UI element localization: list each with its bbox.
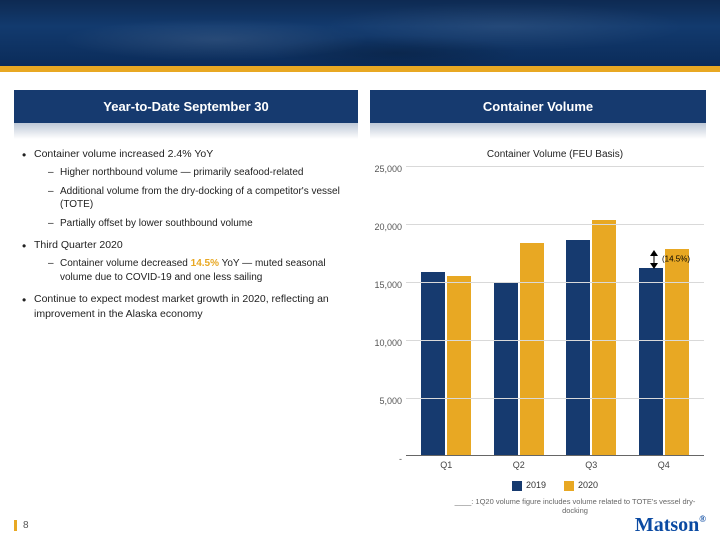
bullet-list: Container volume increased 2.4% YoYHighe… [14, 147, 358, 321]
sub-list: Higher northbound volume — primarily sea… [34, 166, 352, 230]
bar-group [416, 272, 476, 455]
bullet-item: Third Quarter 2020Container volume decre… [20, 238, 352, 284]
sub-item: Higher northbound volume — primarily sea… [46, 166, 352, 180]
swatch-gold [564, 481, 574, 491]
bar [665, 249, 689, 455]
y-tick-label: - [370, 454, 402, 464]
legend: 2019 2020 [406, 480, 704, 491]
y-tick-label: 5,000 [370, 396, 402, 406]
bar [494, 282, 518, 455]
right-header-reflection [370, 123, 706, 139]
left-header-reflection [14, 123, 358, 139]
y-tick-label: 20,000 [370, 222, 402, 232]
chart-title: Container Volume (FEU Basis) [406, 149, 704, 160]
sub-item: Partially offset by lower southbound vol… [46, 217, 352, 231]
legend-item-2020: 2020 [564, 480, 598, 491]
left-column: Year-to-Date September 30 Container volu… [14, 90, 358, 516]
category-label: Q2 [489, 460, 549, 470]
category-label: Q3 [561, 460, 621, 470]
footer: 8 Matson® [0, 510, 720, 540]
gridline [406, 224, 704, 225]
plot-area: (14.5%) [406, 166, 704, 456]
bar [566, 240, 590, 455]
right-column: Container Volume Container Volume (FEU B… [370, 90, 706, 516]
left-header: Year-to-Date September 30 [14, 90, 358, 123]
bar [639, 268, 663, 455]
swatch-navy [512, 481, 522, 491]
right-header: Container Volume [370, 90, 706, 123]
y-tick-label: 15,000 [370, 280, 402, 290]
category-label: Q1 [416, 460, 476, 470]
y-tick-label: 10,000 [370, 338, 402, 348]
brand-logo: Matson® [635, 514, 706, 537]
gridline [406, 340, 704, 341]
sub-item: Additional volume from the dry-docking o… [46, 185, 352, 212]
bar [421, 272, 445, 455]
bar-group [561, 220, 621, 455]
gridline [406, 282, 704, 283]
sub-item: Container volume decreased 14.5% YoY — m… [46, 257, 352, 284]
chart-wrap: Container Volume (FEU Basis) (14.5%) Q1Q… [370, 145, 706, 516]
bar-group [489, 243, 549, 455]
bullet-item: Container volume increased 2.4% YoYHighe… [20, 147, 352, 230]
bar [520, 243, 544, 455]
bar [447, 276, 471, 455]
legend-item-2019: 2019 [512, 480, 546, 491]
sub-list: Container volume decreased 14.5% YoY — m… [34, 257, 352, 284]
y-tick-label: 25,000 [370, 164, 402, 174]
category-label: Q4 [634, 460, 694, 470]
bar-group [634, 249, 694, 455]
content-row: Year-to-Date September 30 Container volu… [0, 72, 720, 516]
delta-label: (14.5%) [662, 255, 690, 264]
bar [592, 220, 616, 455]
gridline [406, 398, 704, 399]
delta-arrow: (14.5%) [648, 250, 660, 270]
gridline [406, 166, 704, 167]
registered-mark: ® [699, 514, 706, 524]
page-number: 8 [14, 520, 29, 531]
bullet-item: Continue to expect modest market growth … [20, 292, 352, 320]
banner-ocean [0, 0, 720, 66]
bars-area [406, 166, 704, 455]
category-labels: Q1 Q2 Q3 Q4 [406, 456, 704, 470]
